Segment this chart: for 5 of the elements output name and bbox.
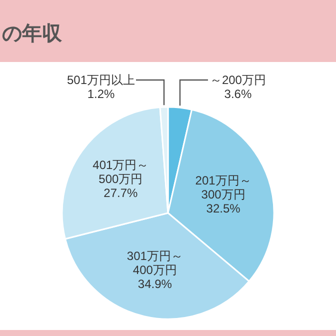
chart-title: の年収: [2, 23, 63, 45]
slice-label: ～200万円: [210, 73, 266, 87]
slice-label: 501万円以上: [66, 73, 136, 87]
data-label: 1.2%: [87, 87, 116, 101]
data-label: 3.6%: [224, 87, 252, 101]
